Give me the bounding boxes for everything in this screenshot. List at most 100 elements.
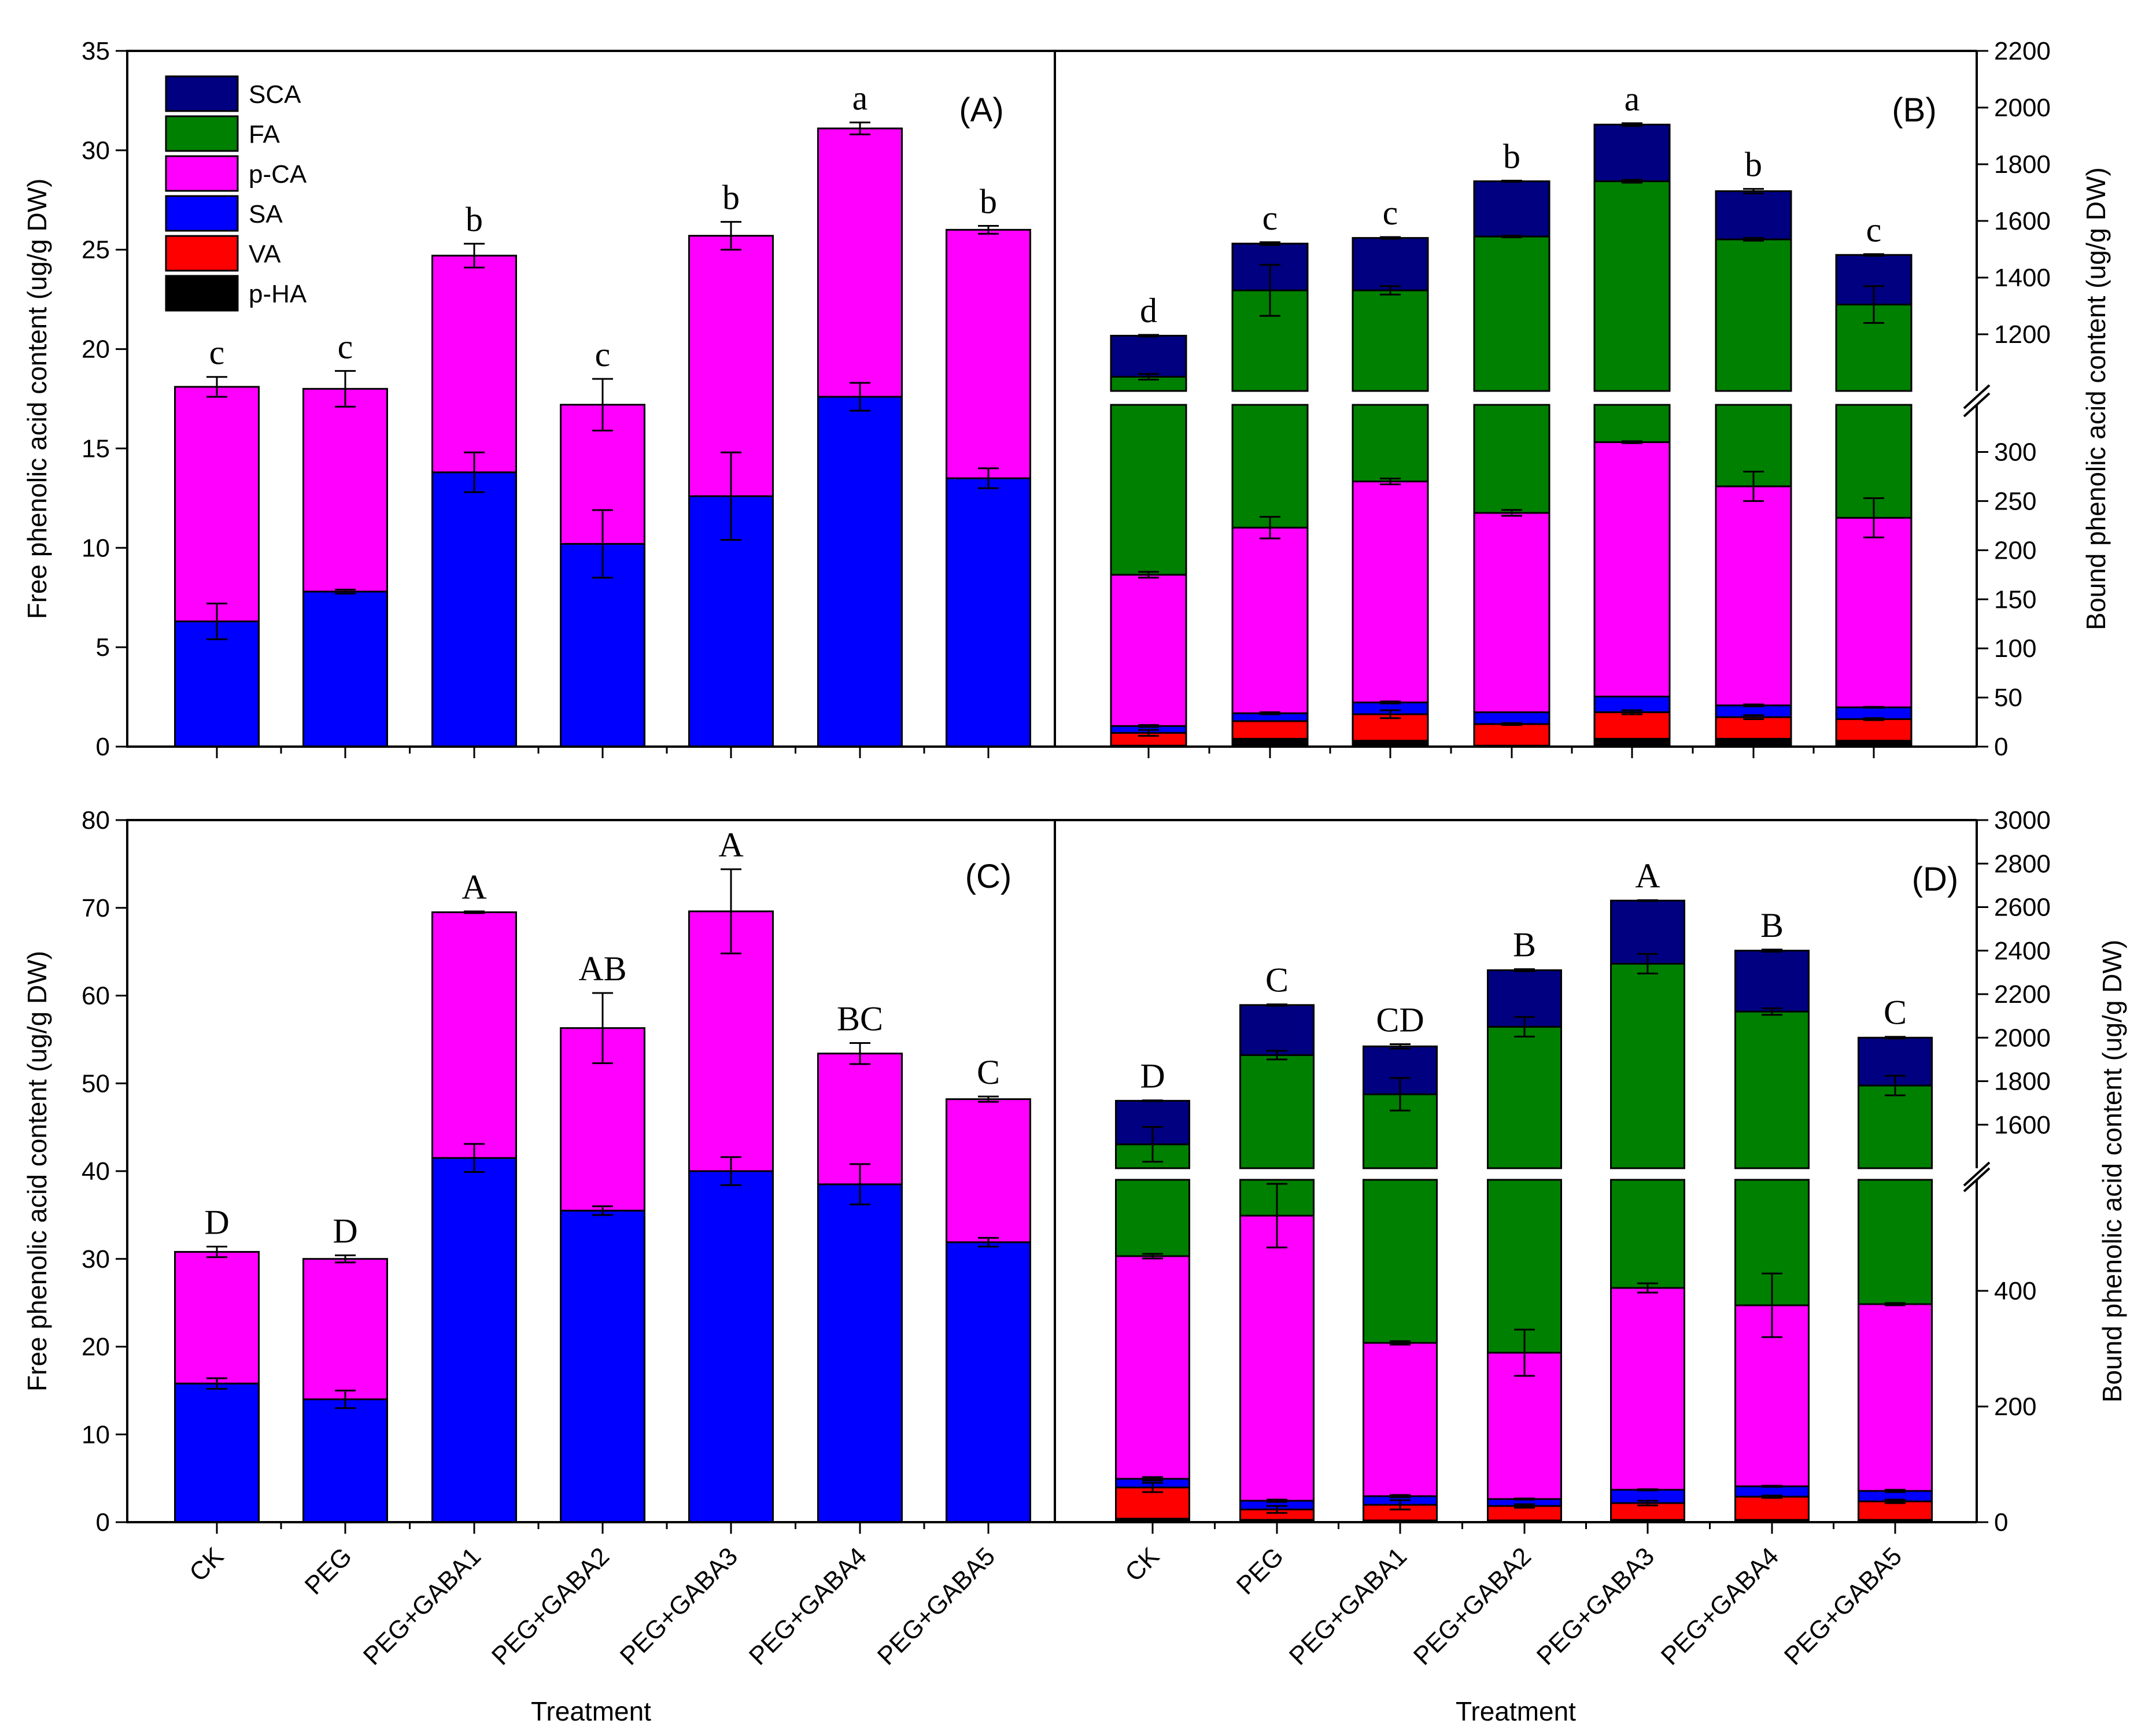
legend-swatch — [165, 115, 239, 152]
bar-segment-fa — [1110, 404, 1187, 576]
error-bar — [206, 603, 227, 640]
y-tick-label: 1800 — [1994, 150, 2051, 179]
x-tick-label: PEG+GABA5 — [872, 1542, 1001, 1670]
y-tick-label: 15 — [82, 434, 110, 463]
y-tick-label: 80 — [82, 806, 110, 835]
y-tick-label: 2200 — [1994, 980, 2051, 1009]
error-bar — [464, 242, 485, 269]
error-bar — [1514, 1016, 1535, 1038]
panel-label: (D) — [1912, 861, 1959, 898]
bar-segment-fa — [1487, 1179, 1562, 1354]
error-bar — [1501, 722, 1522, 726]
panel-b: d c c b a b c 0 50 100 150 200 250 300 1200 1400 1600 180… — [1055, 37, 2111, 761]
y-tick-label: 1600 — [1994, 1111, 2051, 1139]
error-bar — [1863, 253, 1884, 257]
error-bar — [1637, 899, 1658, 902]
bar-segment-fa — [1858, 1084, 1933, 1169]
significance-letter: C — [1265, 961, 1289, 999]
axis-break-mark — [1963, 392, 1991, 418]
error-bar — [1142, 1126, 1163, 1163]
y-tick-label: 1800 — [1994, 1068, 2051, 1096]
significance-letter: b — [722, 179, 740, 217]
bar-segment-sa — [817, 1183, 903, 1523]
error-bar — [1138, 373, 1159, 381]
error-bar — [1380, 709, 1401, 719]
x-tick-label: PEG+GABA5 — [1779, 1542, 1907, 1670]
error-bar — [464, 910, 485, 914]
error-bar — [721, 221, 741, 251]
bar-segment-sa — [817, 396, 903, 748]
plot-frame — [126, 50, 1056, 748]
error-bar — [1260, 516, 1280, 540]
significance-letter: c — [1383, 194, 1398, 232]
y-tick-label: 20 — [82, 1333, 110, 1361]
y-tick-label: 2200 — [1994, 37, 2051, 65]
error-bar — [206, 1377, 227, 1390]
legend-swatch — [165, 195, 239, 232]
error-bar — [1380, 700, 1401, 704]
error-bar — [1743, 703, 1764, 707]
error-bar — [1267, 1505, 1287, 1514]
bar-segment-p-ca — [688, 910, 774, 1172]
error-bar — [1142, 1253, 1163, 1260]
bar-segment-fa — [1715, 238, 1792, 392]
error-bar — [1138, 724, 1159, 728]
error-bar — [1514, 1497, 1535, 1501]
axis-break-mark — [1963, 1161, 1991, 1187]
error-bar — [1863, 706, 1884, 709]
error-bar — [464, 1143, 485, 1173]
bar-segment-p-ca — [431, 911, 517, 1159]
bar-segment-p-ca — [1593, 441, 1671, 697]
significance-letter: c — [1262, 199, 1278, 237]
y-axis-title: Bound phenolic acid content (ug/g DW) — [2097, 940, 2127, 1402]
x-tick-label: CK — [184, 1542, 229, 1587]
error-bar — [978, 1236, 999, 1248]
error-bar — [978, 224, 999, 235]
legend-label: SCA — [249, 80, 301, 109]
bar-segment-sa — [431, 1157, 517, 1523]
y-tick-label: 30 — [82, 136, 110, 165]
bar-segment-sca — [1110, 334, 1187, 378]
significance-letter: A — [1635, 857, 1660, 895]
error-bar — [1762, 1007, 1782, 1016]
y-tick-label: 0 — [1994, 1508, 2008, 1537]
bar-segment-fa — [1734, 1010, 1810, 1169]
bar-segment-p-ha — [1715, 737, 1792, 748]
error-bar — [1863, 285, 1884, 324]
y-tick-label: 200 — [1994, 536, 2036, 564]
significance-letter: A — [462, 868, 486, 906]
x-tick-label: PEG+GABA1 — [1284, 1542, 1412, 1670]
error-bar — [1762, 1494, 1782, 1499]
x-tick-label: PEG — [1231, 1542, 1289, 1600]
error-bar — [335, 1254, 356, 1264]
significance-letter: b — [980, 182, 997, 220]
axis-break-mark — [1963, 1167, 1991, 1193]
bar-segment-p-ca — [946, 228, 1031, 479]
significance-letter: CD — [1376, 1001, 1424, 1039]
y-axis-title: Free phenolic acid content (ug/g DW) — [22, 179, 52, 619]
bar-segment-sa — [946, 477, 1031, 748]
error-bar — [1514, 1503, 1535, 1509]
significance-letter: b — [466, 200, 483, 238]
bar-segment-fa — [1858, 1179, 1933, 1305]
y-tick-label: 1200 — [1994, 320, 2051, 349]
bar-segment-p-ca — [1715, 485, 1792, 707]
x-tick-label: PEG+GABA3 — [1531, 1542, 1660, 1670]
error-bar — [1743, 237, 1764, 242]
significance-letter: D — [333, 1212, 357, 1250]
y-axis-title: Bound phenolic acid content (ug/g DW) — [2081, 167, 2111, 630]
y-tick-label: 2000 — [1994, 1024, 2051, 1052]
bar-segment-p-ca — [817, 1053, 903, 1186]
bar-segment-p-ca — [1115, 1255, 1190, 1480]
error-bar — [1514, 968, 1535, 972]
error-bar — [1380, 477, 1401, 486]
bar-segment-p-ca — [302, 387, 388, 593]
y-tick-label: 0 — [96, 733, 110, 761]
error-bar — [1380, 236, 1401, 240]
error-bar — [592, 1205, 613, 1216]
error-bar — [1390, 1494, 1411, 1498]
bar-segment-fa — [1610, 1179, 1685, 1289]
bar-segment-fa — [1352, 404, 1429, 482]
error-bar — [1863, 717, 1884, 721]
bar-segment-fa — [1473, 235, 1550, 392]
